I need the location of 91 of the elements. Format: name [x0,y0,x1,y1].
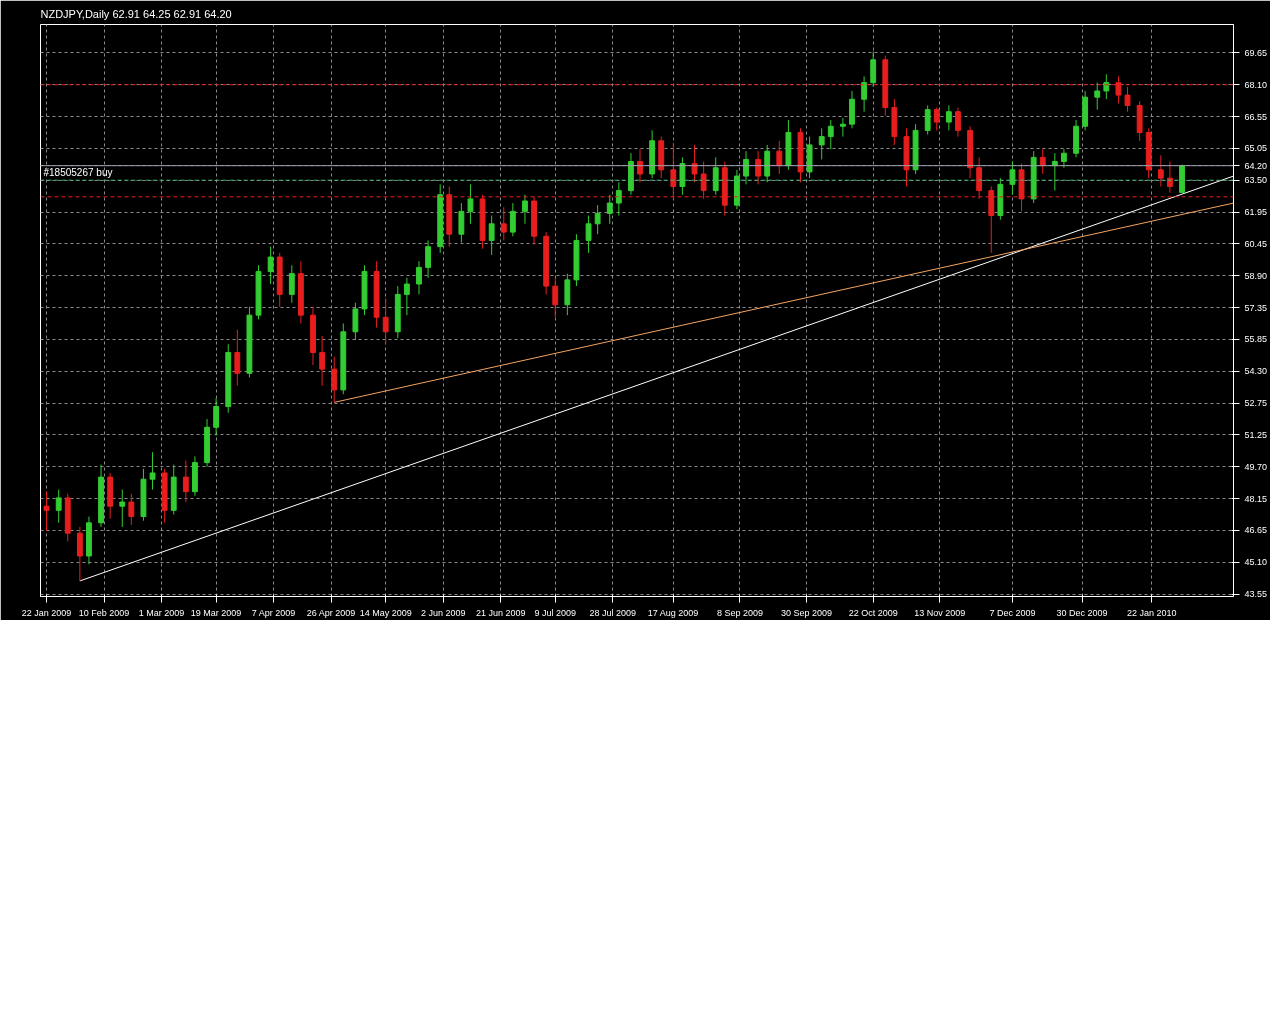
y-tick-label: 63.50 [1244,175,1268,186]
candlestick [594,204,601,235]
x-tick-label: 22 Jan 2010 [1126,607,1177,618]
candlestick [776,140,783,175]
y-tick-label: 43.55 [1244,589,1268,600]
candlestick [755,150,762,185]
candlestick [488,215,495,256]
candlestick [467,183,474,225]
x-tick-label: 22 Jan 2009 [21,607,72,618]
candlestick [1124,86,1131,113]
candlestick [1166,161,1173,194]
candlestick [352,302,359,341]
candlestick [637,148,643,183]
candlestick [182,460,189,503]
x-tick-label: 7 Dec 2009 [989,607,1036,618]
candlestick [924,104,931,136]
y-tick-label: 69.65 [1244,47,1268,58]
candlestick [606,194,613,225]
y-tick-label: 61.95 [1244,207,1268,218]
candlestick [500,206,507,241]
candlestick [945,104,952,131]
candlestick [1157,154,1164,187]
x-tick-label: 9 Jul 2009 [534,607,577,618]
y-tick-label: 58.90 [1244,270,1268,281]
candlestick [458,202,465,243]
y-tick-label: 65.05 [1244,143,1268,154]
candlestick [319,335,326,387]
candlestick [382,298,389,345]
candlestick [1061,148,1067,169]
x-tick-label: 8 Sep 2009 [716,607,763,618]
y-tick-label: 46.65 [1244,525,1268,536]
ref-line-label: #18505267 buy [43,167,113,179]
y-tick-label: 66.55 [1244,111,1268,122]
candlestick [509,202,516,237]
candlestick [679,156,686,196]
candlestick [861,75,868,113]
y-tick-label: 64.20 [1244,160,1268,171]
candlestick [933,107,940,131]
candlestick [128,493,135,526]
candlestick [955,107,961,138]
x-tick-label: 1 Mar 2009 [138,607,185,618]
candlestick [585,215,592,254]
x-tick-label: 7 Apr 2009 [251,607,296,618]
y-tick-label: 68.10 [1244,79,1268,90]
y-tick-label: 49.70 [1244,461,1268,472]
candlestick [76,526,83,582]
candlestick [331,356,338,403]
candlestick [43,491,50,532]
candlestick [522,194,528,225]
candlestick [1009,161,1016,196]
y-tick-label: 48.15 [1244,493,1268,504]
y-tick-label: 57.35 [1244,302,1268,313]
candlestick [416,260,422,295]
candlestick [615,181,622,217]
x-tick-label: 30 Dec 2009 [1056,607,1108,618]
candlestick [267,246,274,285]
x-tick-label: 17 Aug 2009 [647,607,699,618]
y-tick-label: 52.75 [1244,398,1268,409]
candlestick [1039,148,1046,175]
chart-title: NZDJPY,Daily 62.91 64.25 62.91 64.20 [40,7,232,20]
x-tick-label: 26 Apr 2009 [306,607,356,618]
x-tick-label: 2 Jun 2009 [420,607,466,618]
candlestick [870,50,877,88]
candlestick [552,277,559,318]
candlestick [149,451,156,491]
x-tick-label: 30 Sep 2009 [781,607,833,618]
x-tick-label: 13 Nov 2009 [914,607,966,618]
candlestick [288,264,295,304]
candlestick [743,150,749,185]
x-tick-label: 21 Jun 2009 [475,607,526,618]
x-tick-label: 22 Oct 2009 [848,607,898,618]
candlestick [403,277,410,316]
candlestick [55,489,62,524]
y-tick-label: 54.30 [1244,366,1268,377]
y-tick-label: 51.25 [1244,429,1268,440]
candlestick [213,397,220,437]
candlestick [839,117,846,138]
candlestick [827,119,834,150]
y-tick-label: 60.45 [1244,238,1268,249]
candlestick [818,127,825,160]
x-tick-label: 19 Mar 2009 [190,607,242,618]
y-tick-label: 55.85 [1244,334,1268,345]
x-tick-label: 14 May 2009 [359,607,412,618]
candlestick [1094,82,1101,111]
candlestick [234,329,241,387]
y-tick-label: 45.10 [1244,557,1268,568]
candlestick [425,239,431,279]
x-tick-label: 28 Jul 2009 [589,607,637,618]
candlestick [712,156,719,196]
candlestick [119,489,126,528]
x-tick-label: 10 Feb 2009 [78,607,130,618]
